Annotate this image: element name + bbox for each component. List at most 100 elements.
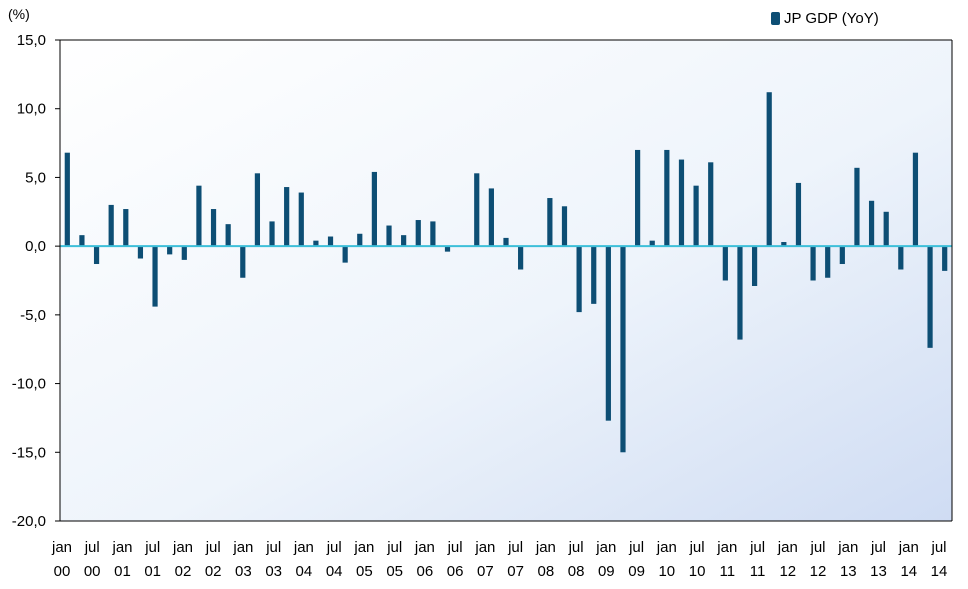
x-tick-label-year: 05	[356, 563, 373, 580]
bar	[181, 246, 187, 260]
legend-label: JP GDP (YoY)	[784, 10, 879, 27]
bar	[810, 246, 816, 281]
bar	[781, 242, 787, 247]
bar	[152, 246, 158, 307]
x-tick-label-month: jul	[749, 539, 765, 556]
bar	[108, 204, 114, 247]
bar	[854, 167, 860, 247]
x-tick-label-month: jan	[898, 539, 919, 556]
bar	[93, 246, 100, 265]
x-tick-label-month: jan	[232, 539, 253, 556]
x-tick-label-year: 08	[568, 563, 585, 580]
y-tick-label: 0,0	[25, 238, 46, 255]
bar	[883, 211, 889, 247]
bar	[240, 246, 246, 278]
bar	[576, 246, 582, 313]
x-tick-label-year: 00	[54, 563, 71, 580]
legend: JP GDP (YoY)	[771, 10, 879, 27]
x-tick-label-year: 01	[144, 563, 161, 580]
x-tick-label-year: 09	[598, 563, 615, 580]
bar	[386, 225, 392, 247]
bar	[722, 246, 728, 281]
x-tick-label-year: 14	[931, 563, 948, 580]
x-tick-label-year: 14	[900, 563, 917, 580]
bar	[751, 246, 758, 286]
bar	[474, 173, 480, 247]
x-tick-label-month: jan	[414, 539, 435, 556]
bar	[415, 220, 421, 247]
bar	[430, 221, 436, 247]
x-tick-label-month: jul	[386, 539, 402, 556]
bar	[284, 187, 290, 247]
bar	[912, 152, 919, 247]
bar	[942, 246, 948, 271]
x-tick-label-month: jul	[84, 539, 100, 556]
bar	[357, 233, 363, 247]
x-tick-label-month: jan	[51, 539, 72, 556]
x-tick-label-year: 04	[326, 563, 343, 580]
x-tick-label-month: jul	[568, 539, 584, 556]
bar	[868, 200, 875, 247]
x-tick-label-month: jan	[353, 539, 374, 556]
x-tick-label-month: jul	[689, 539, 705, 556]
bar	[927, 246, 933, 348]
legend-swatch	[771, 12, 780, 25]
bar	[313, 240, 319, 247]
bar	[342, 246, 348, 263]
x-tick-label-month: jan	[777, 539, 798, 556]
bar	[210, 209, 217, 247]
bar	[298, 192, 304, 247]
bar	[167, 246, 173, 255]
x-tick-label-year: 01	[114, 563, 131, 580]
x-tick-label-month: jul	[265, 539, 281, 556]
x-tick-label-month: jul	[507, 539, 523, 556]
x-tick-label-year: 04	[296, 563, 313, 580]
bar	[123, 209, 129, 247]
x-tick-label-month: jul	[809, 539, 825, 556]
bar	[444, 246, 451, 252]
x-tick-label-month: jan	[172, 539, 193, 556]
bar	[649, 240, 655, 247]
x-tick-label-year: 02	[205, 563, 222, 580]
bar	[561, 206, 568, 247]
bar	[269, 221, 275, 247]
bar	[137, 246, 144, 259]
bar	[605, 246, 611, 421]
bar	[225, 224, 231, 247]
x-tick-label-year: 02	[175, 563, 192, 580]
bar	[898, 246, 904, 270]
x-tick-label-month: jul	[326, 539, 342, 556]
y-tick-label: -20,0	[12, 513, 46, 530]
x-tick-label-month: jul	[870, 539, 886, 556]
bar	[795, 182, 802, 247]
bar	[708, 162, 714, 247]
bar	[693, 185, 699, 247]
x-tick-label-month: jan	[656, 539, 677, 556]
plot-background	[60, 40, 952, 521]
bar	[737, 246, 743, 340]
x-tick-label-year: 03	[265, 563, 282, 580]
bar	[591, 246, 597, 304]
x-tick-label-year: 13	[870, 563, 887, 580]
x-tick-label-year: 06	[447, 563, 464, 580]
x-tick-label-month: jan	[837, 539, 858, 556]
x-tick-label-month: jan	[595, 539, 616, 556]
bar	[488, 188, 494, 247]
x-tick-label-year: 09	[628, 563, 645, 580]
x-tick-label-year: 08	[538, 563, 555, 580]
bar	[635, 149, 641, 247]
x-tick-label-month: jul	[144, 539, 160, 556]
bar	[79, 235, 85, 247]
bar	[327, 236, 334, 247]
bar	[196, 185, 202, 247]
x-tick-label-month: jul	[205, 539, 221, 556]
y-tick-label: -10,0	[12, 376, 46, 393]
bar	[518, 246, 524, 270]
y-tick-label: 10,0	[17, 101, 46, 118]
bar	[825, 246, 831, 278]
x-tick-label-year: 06	[417, 563, 434, 580]
x-tick-label-month: jul	[930, 539, 946, 556]
bar	[371, 171, 377, 247]
